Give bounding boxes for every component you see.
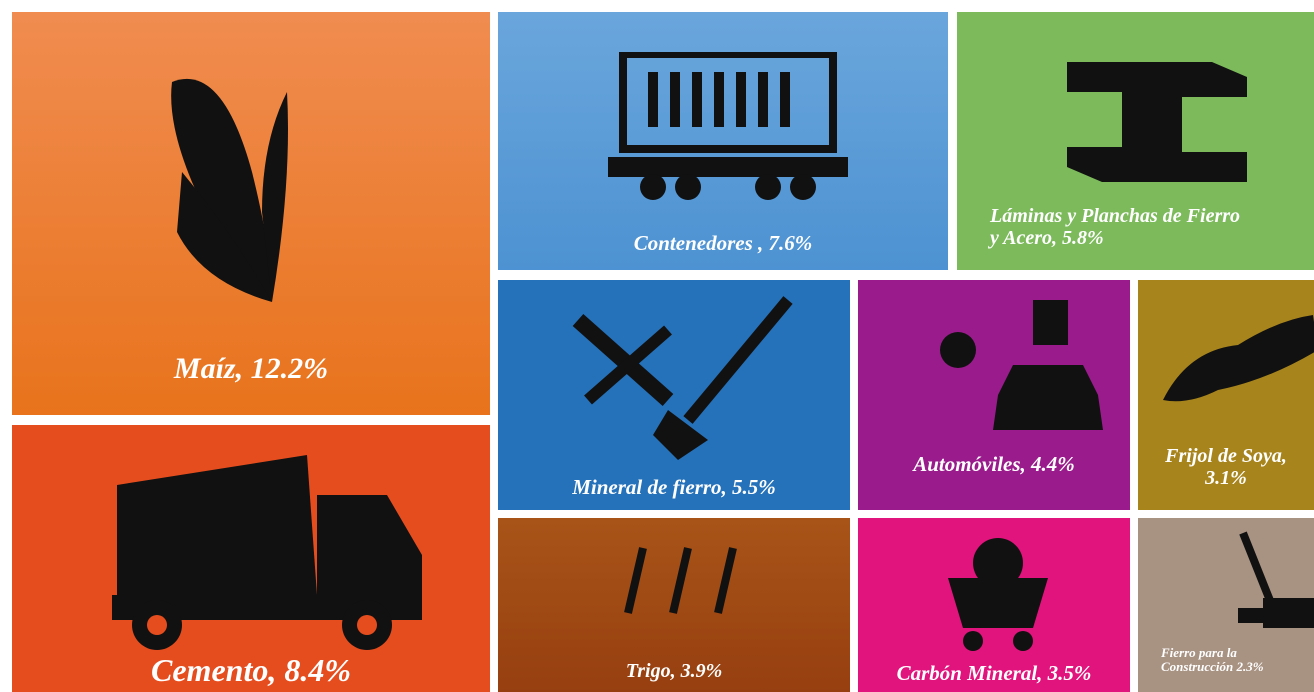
tile-label: Contenedores , 7.6% [498,231,948,255]
tile-label: Fierro para la Construcción 2.3% [1161,645,1264,675]
label-line: Contenedores , 7.6% [633,231,813,255]
label-line: y Acero, 5.8% [990,227,1104,249]
label-line: Láminas y Planchas de Fierro [990,205,1241,227]
wheat-icon [624,547,737,614]
label-line: Cemento, 8.4% [151,652,351,688]
tile-label: Carbón Mineral, 3.5% [858,661,1130,685]
tile-label: Automóviles, 4.4% [858,452,1130,476]
tile-label: Mineral de fierro, 5.5% [498,475,850,499]
tile-label: Cemento, 8.4% [12,652,490,688]
label-line: Frijol de Soya, [1165,445,1287,467]
tools-icon [572,296,793,460]
tile-frijol: Frijol de Soya, 3.1% [1138,280,1314,510]
coal-cart-icon [948,538,1048,651]
label-line: Carbón Mineral, 3.5% [896,661,1092,685]
crane-icon [1238,531,1314,628]
tile-label: Láminas y Planchas de Fierro y Acero, 5.… [990,205,1240,249]
tile-carbon: Carbón Mineral, 3.5% [858,518,1130,692]
container-icon [608,52,848,200]
tile-label: Trigo, 3.9% [498,660,850,682]
label-line: Mineral de fierro, 5.5% [572,475,776,499]
tile-mineral: Mineral de fierro, 5.5% [498,280,850,510]
label-line: Construcción 2.3% [1161,659,1264,675]
tile-label: Maíz, 12.2% [12,352,490,385]
label-line: Fierro para la [1161,645,1237,660]
soybean-icon [1163,315,1314,402]
tile-trigo: Trigo, 3.9% [498,518,850,692]
tile-cemento: Cemento, 8.4% [12,425,490,692]
tile-label: Frijol de Soya, 3.1% [1138,445,1314,489]
car-icon [940,300,1103,430]
label-line: 3.1% [1205,467,1247,489]
label-line: Automóviles, 4.4% [913,452,1075,476]
tile-automoviles: Automóviles, 4.4% [858,280,1130,510]
mixer-truck-icon [112,455,422,650]
tile-laminas: Láminas y Planchas de Fierro y Acero, 5.… [957,12,1314,270]
tile-fierro-construccion: Fierro para la Construcción 2.3% [1138,518,1314,692]
corn-icon [171,78,288,302]
label-line: Trigo, 3.9% [625,660,723,682]
tile-contenedores: Contenedores , 7.6% [498,12,948,270]
steel-beam-icon [1067,62,1247,182]
label-line: Maíz, 12.2% [173,352,329,385]
tile-maiz: Maíz, 12.2% [12,12,490,415]
